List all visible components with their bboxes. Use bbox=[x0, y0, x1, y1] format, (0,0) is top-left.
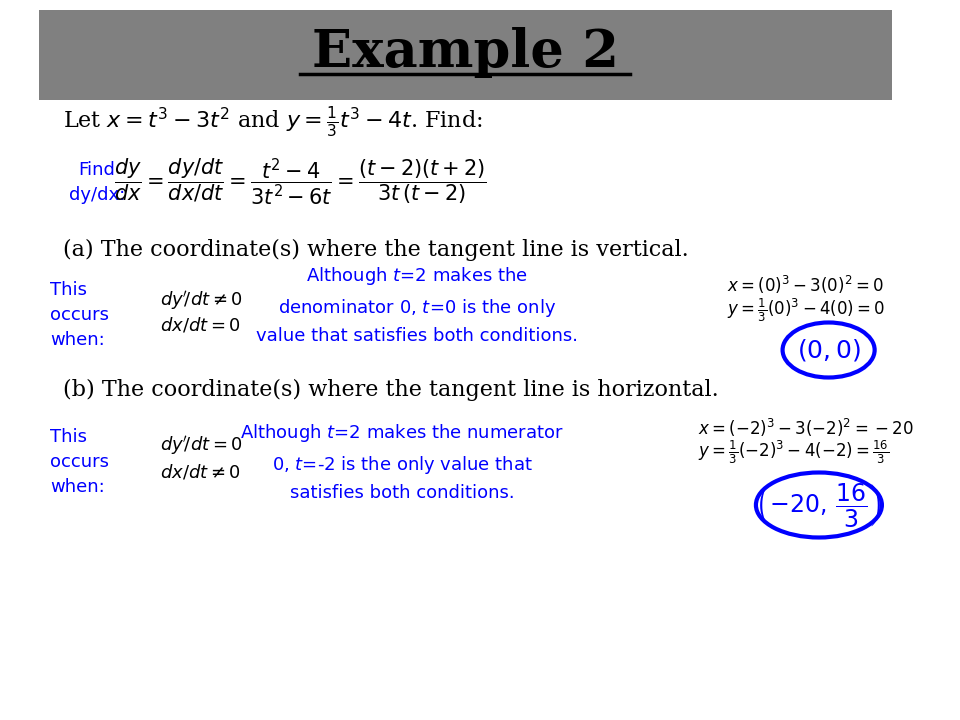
Text: $y = \frac{1}{3}(0)^3 - 4(0) = 0$: $y = \frac{1}{3}(0)^3 - 4(0) = 0$ bbox=[727, 297, 885, 324]
Text: Find
dy/dx:: Find dy/dx: bbox=[69, 161, 125, 204]
Text: $y = \frac{1}{3}(-2)^3 - 4(-2) = \frac{16}{3}$: $y = \frac{1}{3}(-2)^3 - 4(-2) = \frac{1… bbox=[698, 438, 889, 466]
Text: (a) The coordinate(s) where the tangent line is vertical.: (a) The coordinate(s) where the tangent … bbox=[63, 239, 688, 261]
Text: $(0,0)$: $(0,0)$ bbox=[797, 337, 860, 363]
Text: $dx/dt \neq 0$: $dx/dt \neq 0$ bbox=[160, 462, 241, 482]
Text: (b) The coordinate(s) where the tangent line is horizontal.: (b) The coordinate(s) where the tangent … bbox=[63, 379, 719, 401]
Text: $\left(-20,\,\dfrac{16}{3}\right)$: $\left(-20,\,\dfrac{16}{3}\right)$ bbox=[756, 481, 881, 529]
Text: Although $t$=2 makes the numerator
0, $t$=-2 is the only value that
satisfies bo: Although $t$=2 makes the numerator 0, $t… bbox=[240, 422, 564, 502]
Text: $dx/dt = 0$: $dx/dt = 0$ bbox=[160, 315, 241, 335]
Text: Let $x = t^3 - 3t^2$ and $y = \frac{1}{3}t^3 - 4t$. Find:: Let $x = t^3 - 3t^2$ and $y = \frac{1}{3… bbox=[63, 104, 483, 140]
Text: Although $t$=2 makes the
denominator 0, $t$=0 is the only
value that satisfies b: Although $t$=2 makes the denominator 0, … bbox=[255, 265, 578, 345]
Text: Example 2: Example 2 bbox=[312, 27, 618, 78]
Text: $x = (0)^3 - 3(0)^2 = 0$: $x = (0)^3 - 3(0)^2 = 0$ bbox=[727, 274, 883, 296]
Text: $x = (-2)^3 - 3(-2)^2 = -20$: $x = (-2)^3 - 3(-2)^2 = -20$ bbox=[698, 417, 913, 439]
Text: $dy'\!/dt \neq 0$: $dy'\!/dt \neq 0$ bbox=[160, 289, 243, 312]
FancyBboxPatch shape bbox=[38, 10, 892, 100]
Text: This
occurs
when:: This occurs when: bbox=[50, 281, 109, 349]
Text: This
occurs
when:: This occurs when: bbox=[50, 428, 109, 496]
Text: $\dfrac{dy}{dx} = \dfrac{dy/dt}{dx/dt} = \dfrac{t^2-4}{3t^2-6t} = \dfrac{(t-2)(t: $\dfrac{dy}{dx} = \dfrac{dy/dt}{dx/dt} =… bbox=[114, 156, 487, 207]
Text: $dy'\!/dt = 0$: $dy'\!/dt = 0$ bbox=[160, 433, 243, 456]
